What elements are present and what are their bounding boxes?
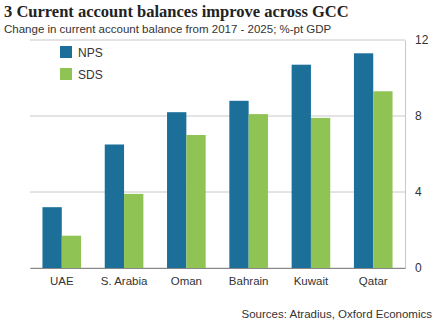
bar xyxy=(42,207,61,268)
y-tick: 8 xyxy=(405,109,422,123)
chart: 3 Current account balances improve acros… xyxy=(0,0,440,334)
x-tick-label: S. Arabia xyxy=(101,275,148,287)
legend: NPS SDS xyxy=(60,46,103,82)
bar xyxy=(354,53,373,268)
x-tick: Kuwait xyxy=(294,268,329,287)
x-tick: S. Arabia xyxy=(101,268,148,287)
subtitle: Change in current account balance from 2… xyxy=(4,23,332,35)
bar xyxy=(186,135,205,268)
legend-label: SDS xyxy=(78,68,103,82)
y-tick-label: 4 xyxy=(415,185,422,199)
bar xyxy=(105,145,124,269)
legend-item: NPS xyxy=(60,46,103,60)
legend-swatch xyxy=(60,46,72,58)
grid-line xyxy=(30,268,405,269)
y-tick-label: 8 xyxy=(415,109,422,123)
y-tick: 4 xyxy=(405,185,422,199)
x-tick-label: Kuwait xyxy=(294,275,329,287)
bar xyxy=(124,194,143,268)
bar xyxy=(292,65,311,268)
x-axis: UAE S. Arabia Oman Bahrain Kuwait Qatar xyxy=(31,268,406,287)
y-axis: 0 4 8 12 xyxy=(405,33,429,275)
y-tick-label: 0 xyxy=(415,261,422,275)
x-tick-label: Qatar xyxy=(359,275,388,287)
x-tick-label: UAE xyxy=(50,275,74,287)
grid-line xyxy=(30,40,405,41)
title: 3 Current account balances improve acros… xyxy=(4,2,349,21)
legend-item: SDS xyxy=(60,68,103,82)
x-tick: Qatar xyxy=(359,268,388,287)
x-tick: UAE xyxy=(50,268,74,287)
legend-swatch xyxy=(60,68,72,80)
y-tick: 12 xyxy=(405,33,429,47)
y-axis-line xyxy=(405,41,406,269)
bar xyxy=(62,236,81,268)
y-tick: 0 xyxy=(405,261,422,275)
source: Sources: Atradius, Oxford Economics xyxy=(242,308,433,320)
bar xyxy=(249,114,268,268)
bar xyxy=(373,91,392,268)
bar xyxy=(229,101,248,268)
bars xyxy=(42,53,392,268)
x-axis-line xyxy=(31,268,406,269)
x-tick-label: Bahrain xyxy=(229,275,269,287)
bar xyxy=(167,112,186,268)
grid-line xyxy=(30,192,405,193)
legend-label: NPS xyxy=(78,46,103,60)
x-tick-label: Oman xyxy=(171,275,202,287)
bar xyxy=(311,118,330,268)
y-tick-label: 12 xyxy=(415,33,429,47)
grid xyxy=(30,40,405,268)
x-tick: Bahrain xyxy=(229,268,269,287)
grid-line xyxy=(30,116,405,117)
x-tick: Oman xyxy=(171,268,202,287)
